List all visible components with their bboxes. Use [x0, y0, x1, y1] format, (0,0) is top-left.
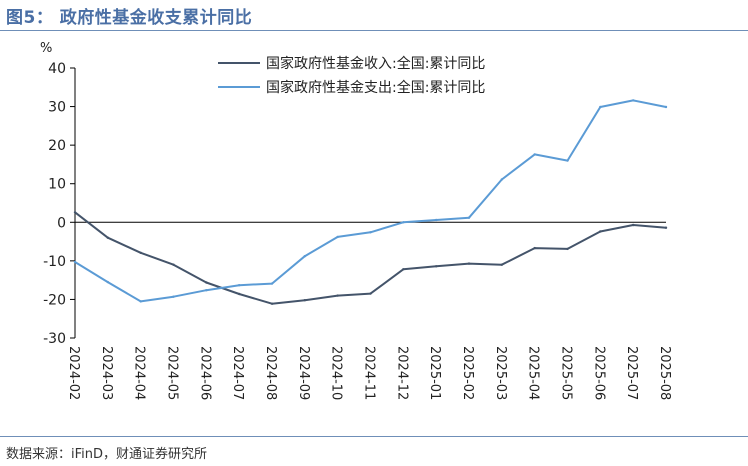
x-tick-label: 2025-08 — [657, 346, 672, 400]
data-point — [106, 280, 110, 284]
data-point — [270, 282, 274, 285]
data-point — [139, 251, 142, 254]
x-tick-label: 2024-02 — [66, 346, 81, 400]
x-tick-label: 2024-08 — [263, 346, 278, 400]
y-tick-label: 20 — [48, 138, 66, 154]
data-point — [632, 99, 635, 102]
series-line-expenditure — [74, 99, 667, 303]
x-tick-label: 2024-11 — [362, 346, 377, 400]
x-tick-label: 2025-03 — [493, 346, 508, 400]
data-point — [402, 221, 405, 224]
y-tick-label: 40 — [48, 61, 66, 77]
data-point — [500, 263, 503, 266]
y-tick-label: -20 — [43, 292, 66, 308]
data-point — [533, 246, 536, 250]
x-tick-label: 2025-05 — [559, 346, 574, 400]
data-point — [303, 255, 306, 258]
series-line-revenue — [74, 211, 667, 305]
chart-axes: -30 -20 -10 0 10 20 30 40 2024-02 2024-03 2024-04 2… — [43, 61, 672, 400]
data-point — [500, 178, 503, 181]
data-point — [566, 247, 569, 251]
data-point — [106, 236, 110, 239]
series-layer — [73, 99, 668, 305]
data-point — [336, 235, 339, 239]
data-point — [172, 263, 175, 266]
data-point — [566, 159, 569, 162]
data-point — [238, 292, 241, 296]
x-tick-label: 2025-07 — [624, 346, 639, 400]
data-point — [664, 226, 668, 229]
x-tick-label: 2024-06 — [197, 346, 212, 400]
x-tick-label: 2024-10 — [329, 346, 344, 400]
x-tick-label: 2024-05 — [165, 346, 180, 400]
legend-label: 国家政府性基金支出:全国:累计同比 — [266, 79, 485, 96]
data-point — [467, 216, 471, 219]
data-point — [435, 265, 438, 268]
x-tick-label: 2024-09 — [296, 346, 311, 400]
x-tick-label: 2025-02 — [460, 346, 475, 400]
data-point — [599, 105, 602, 109]
data-point — [139, 300, 142, 303]
y-tick-label: 30 — [48, 100, 66, 116]
data-point — [205, 281, 208, 284]
data-point — [369, 292, 372, 295]
y-tick-label: -30 — [43, 331, 66, 347]
x-tick-label: 2024-07 — [230, 346, 245, 400]
data-point — [270, 302, 274, 305]
x-tick-label: 2024-04 — [132, 346, 147, 400]
data-point — [435, 218, 438, 222]
data-point — [533, 153, 536, 156]
figure-title: 图5： 政府性基金收支累计同比 — [6, 8, 253, 28]
x-tick-label: 2025-01 — [427, 346, 442, 400]
data-point — [467, 262, 471, 265]
data-point — [664, 105, 668, 109]
y-tick-label: -10 — [43, 254, 66, 270]
x-tick-label: 2024-03 — [99, 346, 114, 400]
data-point — [632, 223, 635, 227]
data-point — [172, 295, 175, 298]
data-point — [238, 284, 241, 287]
data-point — [336, 294, 339, 297]
source-note: 数据来源：iFinD，财通证券研究所 — [6, 447, 208, 462]
source-divider — [0, 436, 748, 437]
y-tick-label: 10 — [48, 177, 66, 193]
data-point — [73, 260, 77, 264]
data-point — [205, 289, 208, 292]
y-axis-label: % — [40, 41, 52, 56]
x-tick-label: 2025-04 — [526, 346, 541, 400]
data-point — [369, 231, 372, 234]
x-tick-label: 2025-06 — [591, 346, 606, 400]
data-point — [73, 211, 77, 214]
data-point — [599, 230, 602, 233]
x-tick-label: 2024-12 — [394, 346, 409, 400]
y-tick-label: 0 — [57, 215, 66, 231]
data-point — [303, 299, 306, 302]
data-point — [402, 268, 405, 271]
legend-label: 国家政府性基金收入:全国:累计同比 — [266, 55, 485, 72]
title-divider — [0, 30, 748, 31]
